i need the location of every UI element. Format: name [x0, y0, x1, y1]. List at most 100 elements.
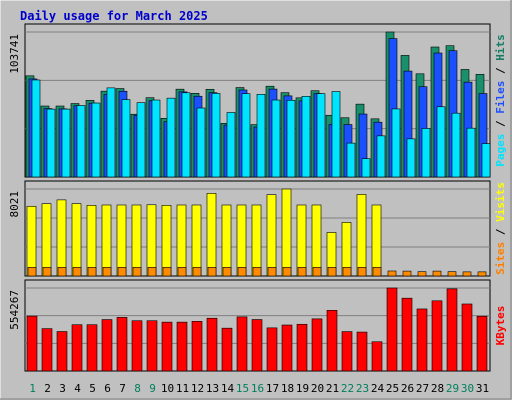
bar-kbytes-day-3: [56, 331, 68, 372]
bar-sites-day-16: [252, 266, 262, 277]
bar-pages-day-23: [361, 158, 371, 178]
bar-kbytes-day-8: [131, 320, 143, 372]
bar-sites-day-3: [57, 266, 67, 277]
bar-sites-day-9: [147, 266, 157, 277]
bar-visits-day-3: [56, 199, 67, 277]
day-label-28: 28: [431, 382, 444, 395]
day-label-6: 6: [104, 382, 111, 395]
bar-pages-day-7: [121, 99, 131, 178]
bar-sites-day-21: [327, 266, 337, 277]
bar-visits-day-11: [176, 204, 187, 277]
bar-kbytes-day-15: [236, 316, 248, 372]
series-visits: [26, 188, 382, 277]
bar-kbytes-day-24: [371, 341, 383, 372]
bar-pages-day-5: [91, 102, 101, 178]
bar-pages-day-11: [181, 92, 191, 178]
day-label-31: 31: [476, 382, 489, 395]
bar-pages-day-18: [286, 99, 296, 178]
bar-kbytes-day-21: [326, 310, 338, 372]
bar-kbytes-day-5: [86, 324, 98, 372]
bar-pages-day-19: [301, 96, 311, 178]
bar-pages-day-9: [151, 99, 161, 178]
bar-pages-day-4: [76, 105, 86, 178]
bar-visits-day-20: [311, 204, 322, 277]
legend-part: KBytes: [494, 306, 507, 346]
day-label-7: 7: [119, 382, 126, 395]
day-label-3: 3: [59, 382, 66, 395]
bar-kbytes-day-30: [461, 303, 473, 372]
bar-kbytes-day-6: [101, 319, 113, 372]
bar-visits-day-6: [101, 204, 112, 277]
bar-pages-day-14: [226, 112, 236, 178]
bar-sites-day-22: [342, 266, 352, 277]
bar-sites-day-2: [42, 266, 52, 277]
day-label-23: 23: [356, 382, 369, 395]
legend-part: /: [494, 114, 507, 134]
bar-pages-day-2: [46, 108, 56, 178]
bar-sites-day-15: [237, 266, 247, 277]
panel-1: 103741 Pages / Files / Hits: [8, 23, 507, 178]
bar-visits-day-23: [356, 194, 367, 277]
bar-kbytes-day-7: [116, 317, 128, 372]
legend-part: Hits: [494, 34, 507, 61]
bar-visits-day-9: [146, 204, 157, 277]
day-label-16: 16: [251, 382, 264, 395]
bar-visits-day-5: [86, 205, 97, 277]
day-label-1: 1: [29, 382, 36, 395]
panel-2: 8021 Sites / Visits: [8, 180, 507, 277]
bar-kbytes-day-31: [476, 315, 488, 372]
bar-sites-day-5: [87, 266, 97, 277]
bar-visits-day-8: [131, 204, 142, 277]
bar-visits-day-12: [191, 204, 202, 277]
bar-kbytes-day-29: [446, 288, 458, 372]
bar-sites-day-24: [372, 266, 382, 277]
bar-kbytes-day-18: [281, 324, 293, 372]
bar-visits-day-15: [236, 204, 247, 277]
bar-pages-day-6: [106, 87, 116, 178]
bar-visits-day-4: [71, 203, 82, 277]
bar-sites-day-8: [132, 266, 142, 277]
bar-sites-day-29: [447, 271, 457, 277]
bar-visits-day-2: [41, 203, 52, 277]
bar-pages-day-16: [256, 94, 266, 178]
bar-kbytes-day-22: [341, 331, 353, 372]
bar-sites-day-27: [417, 271, 427, 277]
chart-title: Daily usage for March 2025: [20, 9, 208, 23]
bar-visits-day-19: [296, 204, 307, 277]
bar-pages-day-26: [406, 138, 416, 178]
bar-sites-day-31: [477, 271, 487, 277]
legend-part: /: [494, 61, 507, 81]
bar-pages-day-15: [241, 93, 251, 178]
series-pages: [31, 79, 491, 178]
bar-kbytes-day-27: [416, 308, 428, 372]
bar-visits-day-1: [26, 205, 37, 277]
day-label-10: 10: [161, 382, 174, 395]
panel-max-label: 554267: [8, 290, 21, 330]
panel-max-label: 103741: [8, 34, 21, 74]
bar-pages-day-27: [421, 128, 431, 178]
bar-sites-day-4: [72, 266, 82, 277]
bar-pages-day-12: [196, 107, 206, 178]
legend-part: Sites: [494, 242, 507, 275]
day-label-12: 12: [191, 382, 204, 395]
bar-pages-day-31: [481, 143, 491, 178]
bar-kbytes-day-14: [221, 327, 233, 372]
day-label-8: 8: [134, 382, 141, 395]
bar-sites-day-20: [312, 266, 322, 277]
panel-3: 554267 KBytes: [8, 279, 507, 372]
day-label-19: 19: [296, 382, 309, 395]
day-label-26: 26: [401, 382, 414, 395]
series-sites: [27, 266, 487, 277]
bar-visits-day-24: [371, 204, 382, 277]
legend-part: Pages: [494, 134, 507, 167]
bar-visits-day-13: [206, 193, 217, 277]
day-label-5: 5: [89, 382, 96, 395]
bar-sites-day-17: [267, 266, 277, 277]
bar-pages-day-10: [166, 97, 176, 178]
bar-kbytes-day-1: [26, 315, 38, 372]
bar-kbytes-day-9: [146, 320, 158, 372]
bar-visits-day-10: [161, 205, 172, 277]
bar-pages-day-29: [451, 112, 461, 178]
bar-pages-day-3: [61, 108, 71, 178]
